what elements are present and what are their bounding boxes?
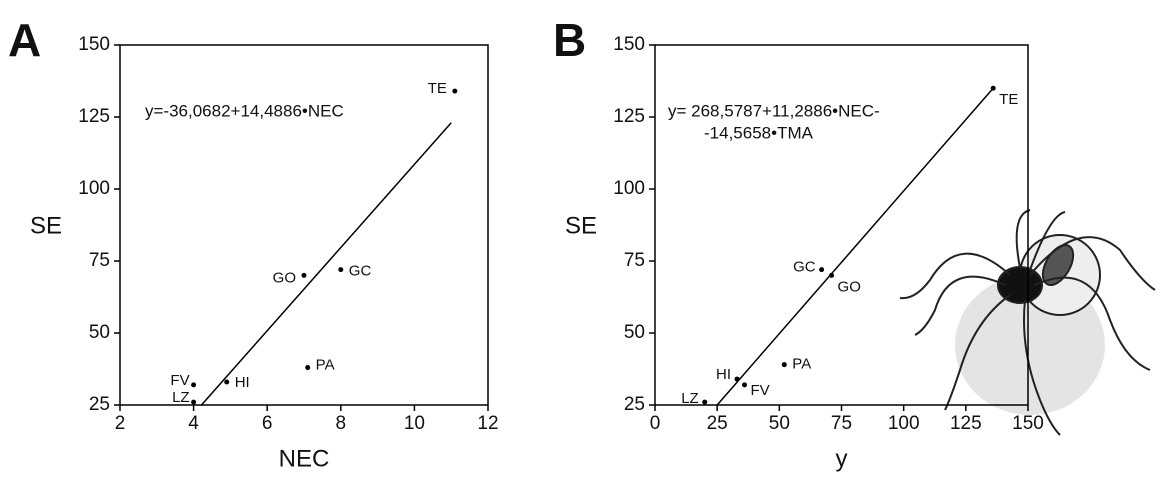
data-point: [742, 382, 748, 388]
y-tick-label: 125: [78, 106, 110, 127]
x-tick-label: 100: [888, 413, 920, 434]
x-tick-label: 125: [950, 413, 982, 434]
y-tick-label: 75: [624, 250, 645, 271]
data-point: [452, 88, 458, 94]
y-axis-label: SE: [30, 212, 62, 239]
equation: y=-36,0682+14,4886•NEC: [145, 101, 344, 120]
point-label: LZ: [172, 389, 190, 406]
point-label: TE: [428, 80, 447, 97]
point-label: GC: [349, 263, 372, 280]
x-tick-label: 8: [336, 413, 347, 434]
x-tick-label: 2: [115, 413, 126, 434]
point-label: FV: [751, 382, 770, 399]
data-point: [191, 399, 197, 405]
point-label: GO: [273, 269, 296, 286]
y-tick-label: 150: [613, 34, 645, 55]
data-point: [338, 267, 344, 273]
x-axis-label: y: [836, 445, 848, 472]
y-tick-label: 25: [89, 394, 110, 415]
point-label: GC: [793, 259, 816, 276]
spider-illustration: [899, 209, 1156, 436]
x-tick-label: 75: [831, 413, 852, 434]
y-tick-label: 150: [78, 34, 110, 55]
panel-letter: B: [553, 14, 586, 66]
point-label: LZ: [681, 390, 699, 407]
y-tick-label: 100: [613, 178, 645, 199]
data-point: [305, 365, 311, 371]
y-axis-label: SE: [565, 212, 597, 239]
x-tick-label: 4: [188, 413, 199, 434]
x-tick-label: 0: [650, 413, 661, 434]
y-tick-label: 50: [624, 322, 645, 343]
data-point: [781, 362, 787, 368]
point-label: HI: [235, 374, 250, 391]
x-tick-label: 10: [404, 413, 425, 434]
point-label: GO: [838, 278, 861, 295]
data-point: [829, 272, 835, 278]
panel-letter: A: [8, 14, 41, 66]
point-label: PA: [792, 356, 811, 373]
data-point: [702, 399, 708, 405]
equation: -14,5658•TMA: [704, 123, 814, 142]
data-point: [224, 379, 230, 385]
x-axis-label: NEC: [279, 445, 330, 472]
point-label: PA: [316, 357, 335, 374]
y-tick-label: 25: [624, 394, 645, 415]
x-tick-label: 150: [1012, 413, 1044, 434]
x-tick-label: 25: [707, 413, 728, 434]
x-tick-label: 12: [477, 413, 498, 434]
y-tick-label: 50: [89, 322, 110, 343]
plot-frame: [119, 44, 489, 406]
y-tick-label: 100: [78, 178, 110, 199]
data-point: [990, 85, 996, 91]
x-tick-label: 6: [262, 413, 273, 434]
regression-line: [200, 122, 452, 407]
x-tick-label: 50: [769, 413, 790, 434]
point-label: FV: [170, 372, 189, 389]
data-point: [191, 382, 197, 388]
data-point: [734, 376, 740, 382]
y-tick-label: 75: [89, 250, 110, 271]
point-label: TE: [999, 91, 1018, 108]
y-tick-label: 125: [613, 106, 645, 127]
data-point: [301, 272, 307, 278]
equation: y= 268,5787+11,2886•NEC-: [668, 101, 880, 120]
regression-line: [716, 87, 994, 406]
data-point: [819, 267, 825, 273]
point-label: HI: [716, 366, 731, 383]
